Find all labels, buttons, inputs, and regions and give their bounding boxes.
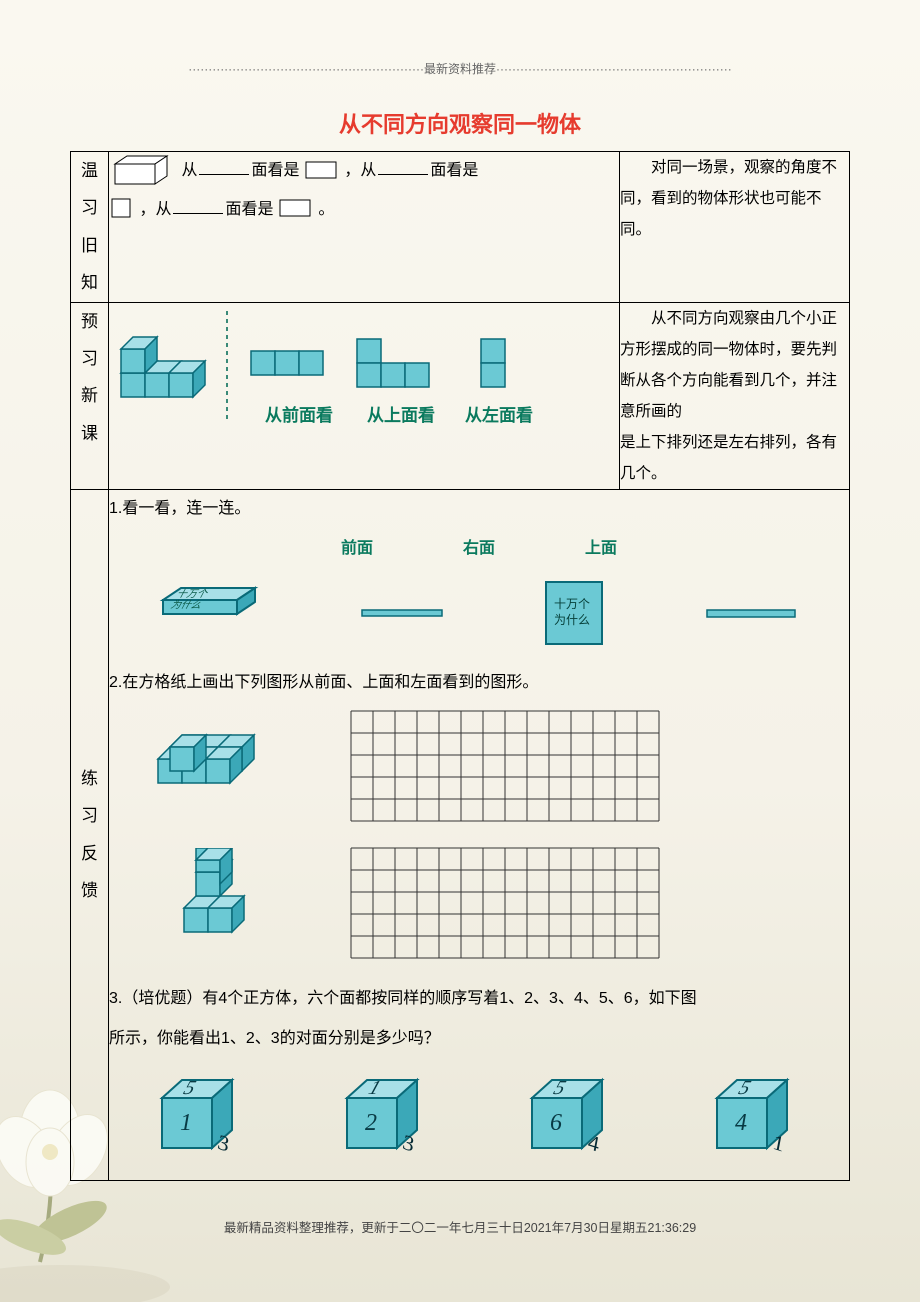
bar-thin-icon bbox=[358, 604, 448, 624]
q2-text: 2.在方格纸上画出下列图形从前面、上面和左面看到的图形。 bbox=[109, 668, 849, 698]
numbered-cube-1: 5 1 3 bbox=[142, 1068, 262, 1179]
header-dotted: ········································… bbox=[70, 60, 850, 77]
svg-text:1: 1 bbox=[180, 1110, 192, 1136]
cube-shape-b-icon bbox=[154, 848, 304, 958]
svg-text:3: 3 bbox=[402, 1129, 414, 1157]
blank-1 bbox=[199, 159, 249, 175]
svg-text:为什么: 为什么 bbox=[169, 600, 205, 611]
rect-wide-icon bbox=[304, 160, 340, 182]
page-title: 从不同方向观察同一物体 bbox=[70, 107, 850, 139]
q2-row-b bbox=[109, 846, 849, 971]
label-left: 从左面看 bbox=[465, 405, 533, 425]
svg-text:1: 1 bbox=[773, 1129, 784, 1157]
svg-text:6: 6 bbox=[550, 1110, 562, 1136]
book-front-icon: 十万个 为什么 bbox=[540, 578, 610, 650]
numbered-cube-3: 5 6 4 bbox=[512, 1068, 632, 1179]
row1-content: 从面看是 ，从面看是 ，从面看是 。 bbox=[109, 152, 620, 303]
row3-content: 1.看一看，连一连。 前面 右面 上面 十万个 为什么 bbox=[109, 489, 850, 1180]
svg-text:4: 4 bbox=[735, 1110, 747, 1136]
main-table: 温 习 旧 知 从面看是 ，从面看是 ，从面看是 。 bbox=[70, 151, 850, 1181]
q1-text: 1.看一看，连一连。 bbox=[109, 494, 849, 524]
q1-headers: 前面 右面 上面 bbox=[109, 534, 849, 564]
blank-2 bbox=[378, 159, 428, 175]
row2-label: 预 习 新 课 bbox=[71, 302, 109, 489]
q1-items: 十万个 为什么 十万个 为什么 bbox=[109, 578, 849, 650]
rect-wide-icon-2 bbox=[278, 198, 314, 220]
row2-content: 从前面看 从上面看 从左面看 bbox=[109, 302, 620, 489]
cube-shape-a-icon bbox=[144, 721, 314, 811]
cuboid-icon bbox=[109, 152, 177, 190]
book-3d-icon: 十万个 为什么 bbox=[155, 580, 265, 648]
cube-views-diagram: 从前面看 从上面看 从左面看 bbox=[109, 303, 539, 433]
q2-row-a bbox=[109, 709, 849, 834]
grid-b bbox=[349, 846, 661, 960]
svg-text:3: 3 bbox=[217, 1129, 229, 1157]
label-top: 从上面看 bbox=[367, 405, 435, 425]
q3-cubes: 5 1 3 1 2 3 5 6 4 bbox=[109, 1068, 849, 1179]
q3-text-b: 所示，你能看出1、2、3的对面分别是多少吗？ bbox=[109, 1024, 849, 1054]
row3-label: 练 习 反 馈 bbox=[71, 489, 109, 1180]
blank-3 bbox=[173, 198, 223, 214]
row2-note: 从不同方向观察由几个小正方形摆成的同一物体时，要先判断从各个方向能看到几个，并注… bbox=[620, 302, 850, 489]
footer-text: 最新精品资料整理推荐，更新于二〇二一年七月三十日2021年7月30日星期五21:… bbox=[70, 1217, 850, 1236]
square-icon bbox=[109, 196, 135, 222]
svg-text:4: 4 bbox=[588, 1129, 599, 1157]
numbered-cube-2: 1 2 3 bbox=[327, 1068, 447, 1179]
svg-text:2: 2 bbox=[365, 1110, 377, 1136]
row1-note: 对同一场景，观察的角度不同，看到的物体形状也可能不同。 bbox=[620, 152, 850, 303]
svg-text:为什么: 为什么 bbox=[554, 613, 590, 627]
row1-label: 温 习 旧 知 bbox=[71, 152, 109, 303]
q3-text-a: 3.（培优题）有4个正方体，六个面都按同样的顺序写着1、2、3、4、5、6，如下… bbox=[109, 984, 849, 1014]
numbered-cube-4: 5 4 1 bbox=[697, 1068, 817, 1179]
label-front: 从前面看 bbox=[265, 405, 333, 425]
svg-text:十万个: 十万个 bbox=[554, 597, 590, 611]
bar-thin-icon-2 bbox=[703, 604, 803, 624]
grid-a bbox=[349, 709, 661, 823]
